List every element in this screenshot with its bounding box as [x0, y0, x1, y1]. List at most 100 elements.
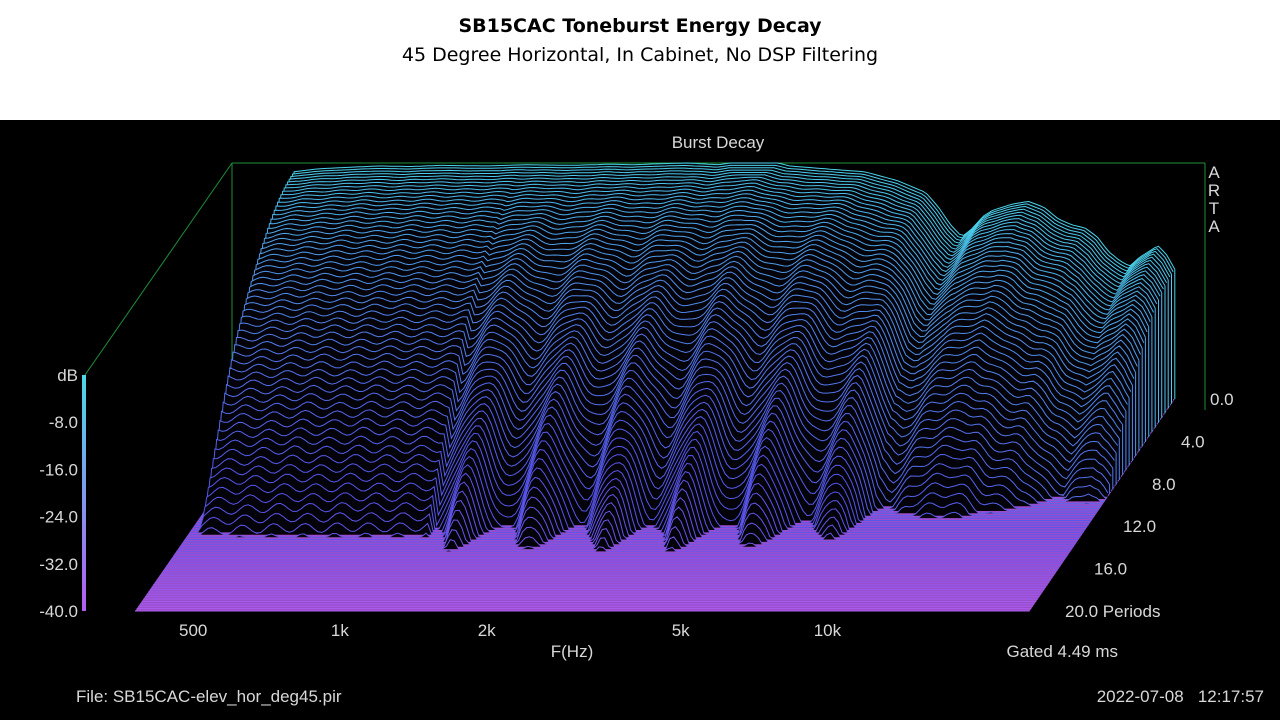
surface-slice-line — [255, 214, 1150, 438]
surface-slice-line — [245, 241, 1140, 452]
surface-slice-line — [236, 266, 1132, 464]
surface-slice-line — [227, 301, 1122, 478]
surface-slice-fill — [187, 480, 1082, 535]
timestamp-label: 2022-07-08 12:17:57 — [1097, 687, 1264, 706]
x-tick-label: 500 — [179, 621, 207, 640]
surface-slice-line — [186, 488, 1081, 538]
surface-slice-line — [235, 271, 1130, 466]
surface-slice-line — [278, 167, 1172, 404]
surface-slice-line — [204, 398, 1099, 512]
surface-slice-line — [268, 182, 1163, 419]
surface-slice-line — [176, 546, 1071, 552]
surface-slice-line — [228, 294, 1124, 476]
surface-slice-line — [261, 197, 1156, 428]
surface-slice-line — [256, 209, 1151, 435]
surface-slice-line — [240, 255, 1135, 459]
surface-slice-line — [209, 376, 1103, 505]
surface-slice-line — [246, 237, 1141, 450]
surface-slice-line — [178, 536, 1073, 550]
surface-slice-line — [279, 164, 1174, 402]
surface-slice-line — [214, 354, 1109, 498]
surface-slice-line — [202, 406, 1097, 514]
surface-slice-line — [194, 446, 1089, 526]
surface-slice-line — [233, 277, 1128, 469]
surface-slice-line — [212, 362, 1107, 500]
surface-slice-line — [184, 497, 1079, 540]
surface-slice-line — [220, 326, 1115, 488]
surface-slice-line — [222, 320, 1117, 486]
arta-letter-a2: A — [1208, 217, 1220, 236]
surface-slice-line — [274, 172, 1169, 409]
y-tick-label: dB — [57, 366, 78, 385]
surface-slice-line — [211, 369, 1105, 502]
x-axis-label: F(Hz) — [551, 642, 593, 661]
surface-slice-line — [271, 176, 1166, 414]
arta-letter-r: R — [1208, 181, 1220, 200]
surface-slice-line — [196, 438, 1090, 524]
chart-title: Burst Decay — [672, 133, 765, 152]
surface-slice-line — [273, 174, 1168, 411]
surface-slice-line — [182, 506, 1077, 543]
db-colorbar — [82, 375, 86, 611]
y-tick-label: -16.0 — [39, 460, 78, 479]
file-label: File: SB15CAC-elev_hor_deg45.pir — [76, 687, 342, 706]
surface-slice-line — [253, 219, 1148, 440]
surface-slice-line — [181, 516, 1076, 545]
x-tick-label: 5k — [672, 621, 690, 640]
surface-slice-fill — [191, 463, 1086, 530]
surface-slice-line — [238, 260, 1133, 461]
surface-slice-line — [241, 250, 1137, 457]
z-tick-label: 20.0 Periods — [1065, 602, 1160, 621]
y-tick-label: -32.0 — [39, 555, 78, 574]
surface-slice-line — [251, 224, 1146, 442]
surface-slice-line — [207, 383, 1102, 507]
surface-slice-line — [281, 162, 1176, 400]
decay-surface — [135, 162, 1176, 612]
surface-slice-line — [230, 288, 1125, 473]
surface-slice-line — [243, 246, 1138, 454]
y-tick-label: -24.0 — [39, 508, 78, 527]
surface-slice-line — [260, 201, 1155, 431]
surface-slice-line — [219, 333, 1114, 490]
y-tick-label: -40.0 — [39, 602, 78, 621]
surface-slice-line — [199, 422, 1094, 519]
surface-slice-line — [191, 462, 1086, 531]
surface-slice-line — [206, 390, 1100, 510]
surface-slice-line — [266, 185, 1161, 421]
slide-header: SB15CAC Toneburst Energy Decay 45 Degree… — [0, 0, 1280, 120]
z-tick-label: 0.0 — [1210, 390, 1234, 409]
z-tick-label: 12.0 — [1123, 517, 1156, 536]
surface-slice-line — [276, 169, 1171, 407]
surface-slice-line — [215, 347, 1111, 495]
surface-slice-line — [231, 282, 1127, 471]
x-tick-label: 1k — [331, 621, 349, 640]
surface-slice-line — [224, 314, 1119, 483]
gated-label: Gated 4.49 ms — [1006, 642, 1118, 661]
x-tick-label: 10k — [814, 621, 842, 640]
z-tick-label: 8.0 — [1152, 475, 1176, 494]
z-tick-label: 4.0 — [1181, 432, 1205, 451]
surface-slice-line — [269, 179, 1164, 416]
surface-slice-line — [250, 228, 1145, 445]
x-tick-label: 2k — [478, 621, 496, 640]
surface-slice-line — [258, 205, 1153, 433]
y-axis-ticks: dB -8.0 -16.0 -24.0 -32.0 -40.0 — [39, 366, 78, 621]
surface-slice-line — [197, 430, 1092, 521]
surface-slice-line — [201, 414, 1095, 517]
waterfall-chart: Burst Decay A R T A dB -8.0 -16.0 -24.0 -32.… — [39, 133, 1264, 706]
arta-letter-t: T — [1209, 199, 1219, 218]
z-axis-ticks: 0.0 4.0 8.0 12.0 16.0 20.0 Periods — [1065, 390, 1234, 621]
x-axis-ticks: 500 1k 2k 5k 10k — [179, 621, 842, 640]
slide-title: SB15CAC Toneburst Energy Decay — [458, 15, 822, 37]
surface-slice-line — [187, 479, 1082, 536]
z-tick-label: 16.0 — [1094, 560, 1127, 579]
surface-slice-line — [263, 193, 1158, 426]
slide-subtitle: 45 Degree Horizontal, In Cabinet, No DSP… — [401, 44, 879, 66]
chart-panel: Burst Decay A R T A dB -8.0 -16.0 -24.0 -32.… — [0, 120, 1280, 720]
surface-slice-line — [264, 189, 1159, 423]
surface-slice-line — [179, 526, 1074, 548]
y-tick-label: -8.0 — [49, 413, 78, 432]
arta-letter-a1: A — [1208, 163, 1220, 182]
surface-slice-line — [225, 307, 1120, 481]
surface-slice-line — [189, 471, 1084, 533]
